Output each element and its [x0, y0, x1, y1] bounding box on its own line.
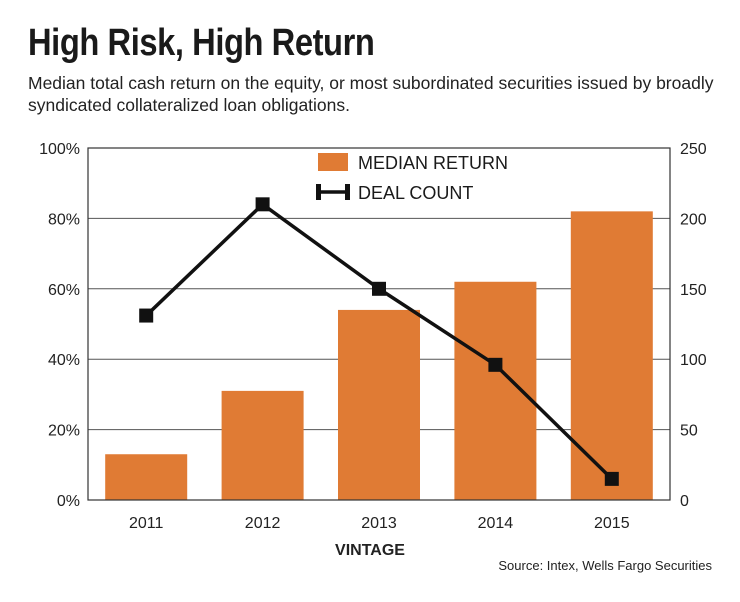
deal-count-line	[139, 197, 619, 486]
plot-frame	[87, 147, 671, 501]
bar-median-return-2013	[338, 309, 420, 500]
legend-swatch-cap-right	[345, 184, 350, 200]
marker-deal-count-2014	[488, 357, 503, 372]
chart-title: High Risk, High Return	[28, 22, 375, 64]
right-axis-ticks: 0 50 100 150 200 250	[680, 141, 707, 510]
x-tick-label-2011: 2011	[129, 515, 164, 532]
right-tick-label: 0	[680, 493, 689, 510]
x-tick-label-2014: 2014	[478, 515, 514, 532]
right-tick-label: 150	[680, 282, 707, 299]
left-tick-label: 40%	[48, 352, 80, 369]
bar-median-return-2011	[105, 454, 188, 500]
left-tick-label: 100%	[39, 141, 80, 158]
left-tick-label: 0%	[57, 493, 80, 510]
chart-subtitle: Median total cash return on the equity, …	[28, 73, 714, 115]
legend-swatch-cap-left	[316, 184, 321, 200]
x-tick-label-2013: 2013	[361, 515, 397, 532]
marker-deal-count-2015	[604, 471, 619, 486]
left-tick-label: 60%	[48, 282, 80, 299]
bar-median-return-2015	[570, 211, 653, 501]
left-tick-label: 20%	[48, 423, 80, 440]
legend-label-median-return: MEDIAN RETURN	[358, 153, 508, 173]
source-note: Source: Intex, Wells Fargo Securities	[498, 558, 712, 573]
right-tick-label: 100	[680, 352, 707, 369]
legend-label-deal-count: DEAL COUNT	[358, 183, 473, 203]
marker-deal-count-2011	[139, 308, 154, 323]
marker-deal-count-2013	[372, 281, 386, 296]
legend: MEDIAN RETURN DEAL COUNT	[316, 153, 508, 203]
bar-median-return-2012	[221, 390, 304, 500]
x-axis-label: VINTAGE	[335, 542, 405, 559]
median-return-bars	[105, 211, 653, 501]
right-tick-label: 250	[680, 141, 707, 158]
left-tick-label: 80%	[48, 211, 80, 228]
x-tick-label-2015: 2015	[594, 515, 630, 532]
x-tick-label-2012: 2012	[245, 515, 281, 532]
legend-swatch-median-return	[318, 153, 348, 171]
plot-border	[87, 147, 671, 501]
right-tick-label: 200	[680, 211, 707, 228]
x-axis-ticks: 2011 2012 2013 2014 2015	[129, 515, 630, 532]
marker-deal-count-2012	[255, 197, 270, 212]
right-tick-label: 50	[680, 423, 698, 440]
left-axis-ticks: 0% 20% 40% 60% 80% 100%	[39, 141, 80, 510]
